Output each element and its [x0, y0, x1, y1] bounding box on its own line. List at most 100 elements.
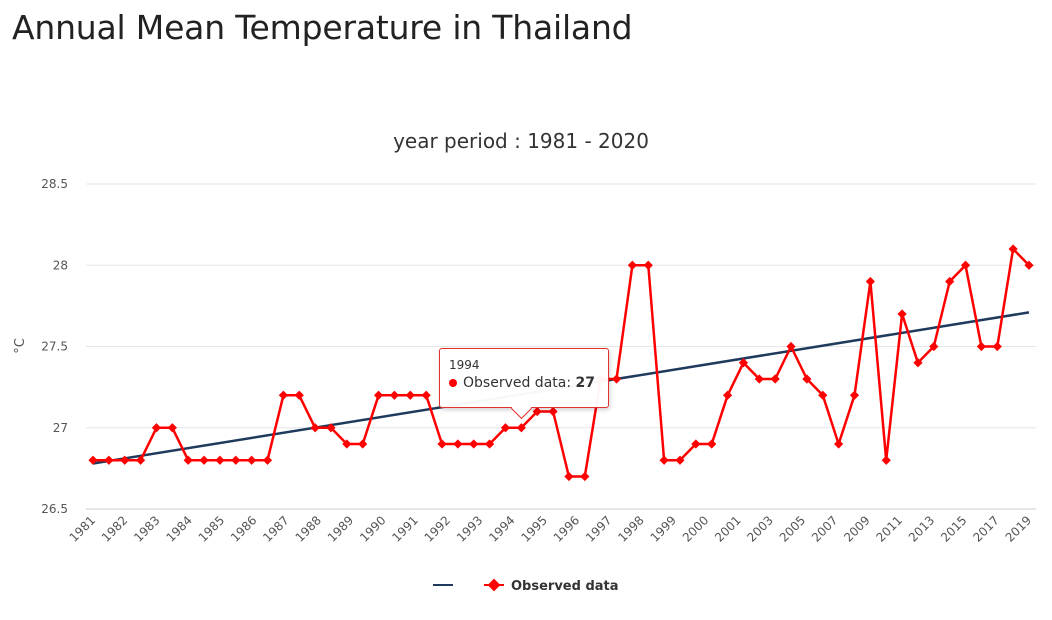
observed-point[interactable] [294, 390, 304, 400]
observed-point[interactable] [485, 439, 495, 449]
x-tick-label: 1981 [67, 513, 98, 544]
page-title: Annual Mean Temperature in Thailand [12, 8, 633, 47]
legend-observed-label[interactable]: Observed data [511, 579, 619, 594]
observed-point[interactable] [722, 390, 733, 400]
observed-point[interactable] [516, 423, 526, 433]
x-tick-label: 2009 [841, 513, 872, 544]
observed-point[interactable] [548, 406, 558, 417]
tooltip-row: Observed data: 27 [449, 375, 595, 391]
x-tick-label: 1988 [293, 513, 324, 544]
observed-point[interactable] [738, 358, 749, 368]
y-tick-label: 27 [53, 421, 68, 435]
observed-point[interactable] [818, 390, 828, 400]
y-axis-ticks: 26.5 27 27.5 28 28.5 [41, 177, 68, 516]
observed-point[interactable] [754, 374, 764, 384]
observed-point[interactable] [151, 423, 162, 433]
y-tick-label: 27.5 [41, 340, 68, 354]
x-tick-label: 1987 [260, 513, 291, 544]
x-tick-label: 2017 [970, 513, 1001, 544]
observed-point[interactable] [453, 439, 463, 449]
observed-point[interactable] [992, 341, 1002, 352]
x-tick-label: 1989 [325, 513, 356, 544]
gridlines [86, 183, 1036, 510]
observed-point[interactable] [786, 341, 796, 352]
observed-point[interactable] [1024, 260, 1034, 270]
observed-point[interactable] [310, 423, 320, 433]
observed-point[interactable] [580, 471, 590, 482]
observed-point[interactable] [135, 455, 146, 465]
observed-point[interactable] [675, 455, 685, 465]
x-axis-ticks: 1981 1982 1983 1984 1985 1986 1987 1988 1989 1990… [67, 513, 1034, 544]
x-tick-label: 1991 [389, 513, 420, 544]
observed-point[interactable] [770, 374, 780, 384]
observed-point[interactable] [849, 390, 860, 400]
observed-point[interactable] [326, 423, 336, 433]
observed-point[interactable] [960, 260, 971, 270]
observed-point[interactable] [929, 341, 939, 352]
x-tick-label: 2019 [1003, 513, 1034, 544]
observed-point[interactable] [976, 341, 987, 352]
observed-point[interactable] [1008, 244, 1018, 254]
observed-point[interactable] [611, 374, 622, 384]
observed-point[interactable] [405, 390, 415, 400]
observed-point[interactable] [389, 390, 400, 400]
observed-point[interactable] [358, 439, 368, 449]
observed-point[interactable] [881, 455, 891, 465]
observed-point[interactable] [373, 390, 384, 400]
observed-point[interactable] [183, 455, 193, 465]
observed-point[interactable] [421, 390, 431, 400]
x-tick-label: 2013 [906, 513, 937, 544]
tooltip-value: 27 [575, 375, 595, 391]
observed-point[interactable] [627, 260, 637, 270]
x-tick-label: 1999 [648, 513, 679, 544]
x-tick-label: 1995 [518, 513, 549, 544]
observed-point[interactable] [231, 455, 241, 465]
x-tick-label: 1983 [131, 513, 162, 544]
observed-point[interactable] [342, 439, 352, 449]
x-tick-label: 1984 [163, 513, 194, 544]
x-tick-label: 2011 [874, 513, 905, 544]
observed-point[interactable] [564, 471, 574, 482]
x-tick-label: 1986 [228, 513, 259, 544]
observed-point[interactable] [913, 358, 923, 368]
x-tick-label: 1996 [551, 513, 582, 544]
observed-point[interactable] [707, 439, 717, 449]
observed-point[interactable] [88, 455, 98, 465]
observed-point[interactable] [500, 423, 511, 433]
observed-point[interactable] [215, 455, 225, 465]
observed-point[interactable] [104, 455, 114, 465]
observed-point[interactable] [897, 309, 907, 319]
x-tick-label: 1993 [454, 513, 485, 544]
observed-point[interactable] [278, 390, 288, 400]
tooltip-series-label: Observed data: [463, 375, 576, 391]
x-tick-label: 1997 [583, 513, 614, 544]
x-tick-label: 2007 [809, 513, 840, 544]
tooltip-series-dot-icon [449, 379, 457, 387]
observed-point[interactable] [659, 455, 669, 465]
x-tick-label: 2001 [712, 513, 743, 544]
x-tick-label: 2000 [680, 513, 711, 544]
x-tick-label: 1998 [615, 513, 646, 544]
observed-point[interactable] [865, 276, 875, 287]
tooltip-year: 1994 [449, 358, 480, 372]
observed-point[interactable] [247, 455, 257, 465]
observed-point[interactable] [532, 406, 542, 417]
chart-subtitle: year period : 1981 - 2020 [393, 129, 649, 153]
observed-point[interactable] [945, 276, 955, 287]
observed-point[interactable] [643, 260, 653, 270]
observed-point[interactable] [802, 374, 812, 384]
observed-point[interactable] [691, 439, 701, 449]
x-tick-label: 1994 [486, 513, 517, 544]
observed-point[interactable] [437, 439, 447, 449]
y-tick-label: 26.5 [41, 502, 68, 516]
x-tick-label: 1990 [357, 513, 388, 544]
observed-point[interactable] [120, 455, 130, 465]
observed-point[interactable] [199, 455, 209, 465]
observed-point[interactable] [167, 423, 177, 433]
observed-point[interactable] [469, 439, 479, 449]
observed-point[interactable] [834, 439, 844, 449]
observed-point[interactable] [262, 455, 273, 465]
x-tick-label: 2015 [938, 513, 969, 544]
y-tick-label: 28.5 [41, 177, 68, 191]
